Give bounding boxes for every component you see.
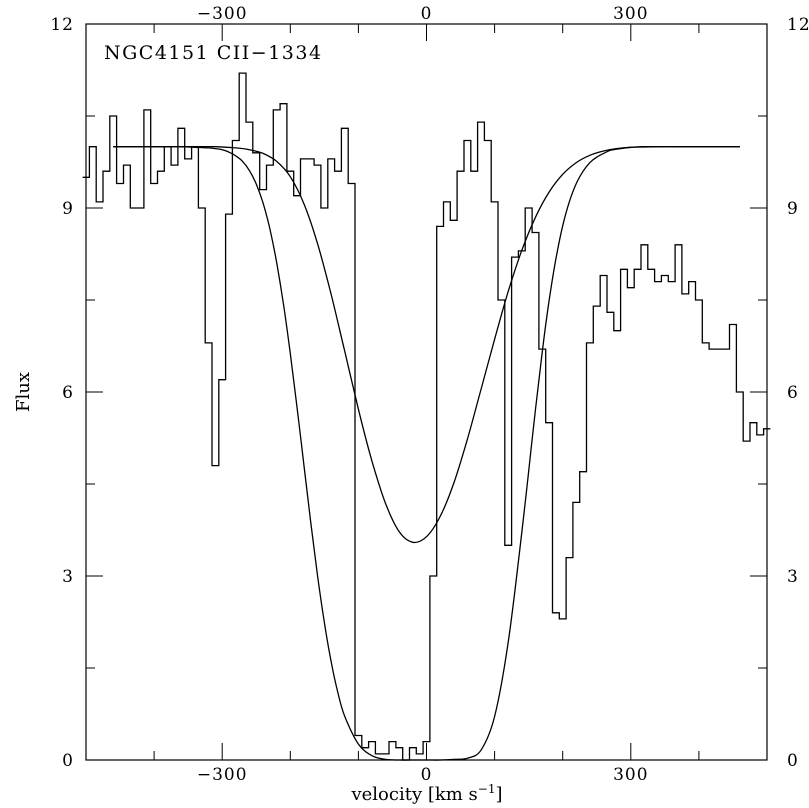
x-tick-label-top: 300: [613, 4, 648, 24]
y-tick-label-right: 12: [787, 15, 809, 35]
y-tick-label-left: 12: [50, 15, 74, 35]
plot-frame: [85, 23, 768, 761]
spectrum-histogram: [82, 72, 771, 761]
y-tick-label-left: 9: [62, 199, 74, 219]
x-axis-label-main: velocity [km s: [350, 784, 477, 805]
x-axis-label-close: ]: [496, 784, 503, 805]
x-tick-label-bottom: −300: [197, 765, 248, 785]
x-axis-label: velocity [km s−1]: [350, 782, 502, 805]
y-tick-label-right: 6: [787, 383, 799, 403]
y-tick-label-right: 0: [787, 751, 799, 771]
y-axis-label: Flux: [13, 372, 34, 412]
y-tick-label-left: 3: [62, 567, 74, 587]
x-tick-label-top: 0: [421, 4, 433, 24]
model-profile-1: [113, 145, 740, 544]
axis-ticks: [85, 23, 768, 761]
y-tick-label-left: 0: [62, 751, 74, 771]
model-profile-2: [113, 146, 740, 761]
chart-title: NGC4151 CII−1334: [104, 42, 323, 64]
y-tick-label-right: 3: [787, 567, 799, 587]
x-axis-label-exponent: −1: [478, 782, 496, 796]
series-group: [82, 72, 771, 761]
x-tick-label-bottom: 0: [421, 765, 433, 785]
y-tick-label-right: 9: [787, 199, 799, 219]
x-tick-label-bottom: 300: [613, 765, 648, 785]
y-tick-label-left: 6: [62, 383, 74, 403]
x-tick-label-top: −300: [197, 4, 248, 24]
axis-tick-labels: −300 −300 0 0 300 300 0 0 3 3 6 6 9 9 12 12: [50, 4, 809, 785]
